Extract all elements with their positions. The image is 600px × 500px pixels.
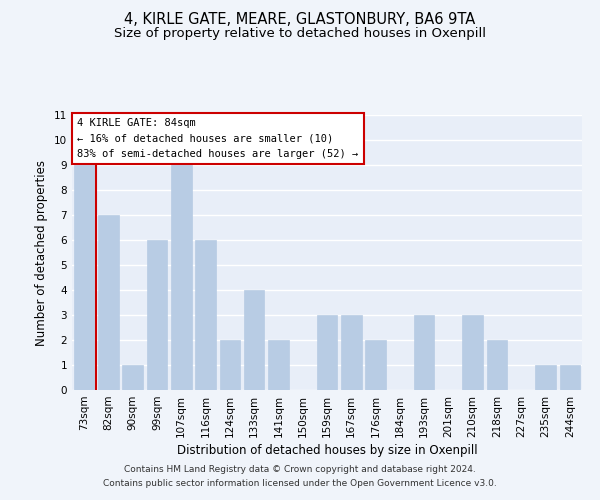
Bar — [122, 365, 143, 390]
Bar — [98, 215, 119, 390]
Bar — [365, 340, 386, 390]
Bar — [268, 340, 289, 390]
Text: 4, KIRLE GATE, MEARE, GLASTONBURY, BA6 9TA: 4, KIRLE GATE, MEARE, GLASTONBURY, BA6 9… — [124, 12, 476, 28]
Bar — [220, 340, 240, 390]
Bar — [487, 340, 508, 390]
Text: 4 KIRLE GATE: 84sqm
← 16% of detached houses are smaller (10)
83% of semi-detach: 4 KIRLE GATE: 84sqm ← 16% of detached ho… — [77, 118, 358, 159]
Bar — [341, 315, 362, 390]
Bar — [195, 240, 216, 390]
Bar — [535, 365, 556, 390]
Bar — [171, 165, 191, 390]
Text: Contains HM Land Registry data © Crown copyright and database right 2024.
Contai: Contains HM Land Registry data © Crown c… — [103, 466, 497, 487]
Text: Size of property relative to detached houses in Oxenpill: Size of property relative to detached ho… — [114, 28, 486, 40]
Bar — [414, 315, 434, 390]
X-axis label: Distribution of detached houses by size in Oxenpill: Distribution of detached houses by size … — [176, 444, 478, 457]
Bar — [560, 365, 580, 390]
Y-axis label: Number of detached properties: Number of detached properties — [35, 160, 49, 346]
Bar — [463, 315, 483, 390]
Bar — [317, 315, 337, 390]
Bar — [146, 240, 167, 390]
Bar — [74, 165, 94, 390]
Bar — [244, 290, 265, 390]
